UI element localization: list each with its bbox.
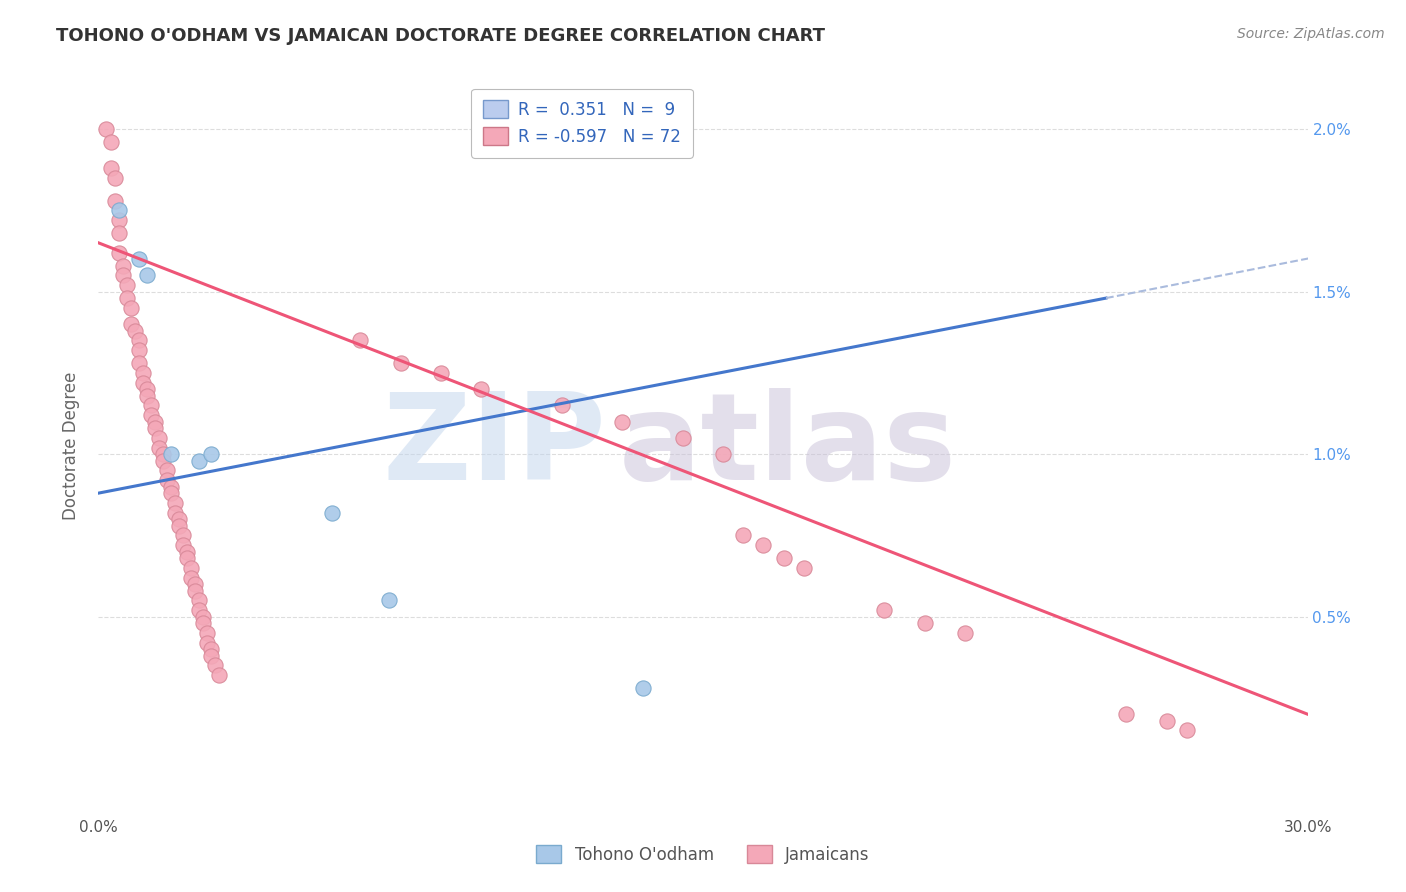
Point [152,453,174,467]
Point [631,681,654,696]
Point [124,324,146,338]
Point [111,268,134,283]
Point [156,463,179,477]
Point [128,252,150,266]
Point [163,496,186,510]
Point [139,398,162,412]
Point [172,538,194,552]
Point [128,356,150,370]
Point [612,415,634,429]
Point [180,571,202,585]
Point [132,366,155,380]
Point [152,447,174,461]
Point [195,626,218,640]
Point [100,161,122,175]
Point [107,226,129,240]
Point [470,382,492,396]
Point [188,453,211,467]
Point [167,512,190,526]
Point [156,473,179,487]
Point [772,551,794,566]
Point [148,441,170,455]
Point [1156,714,1178,728]
Point [551,398,574,412]
Point [120,301,142,315]
Point [103,194,125,208]
Point [96,122,118,136]
Point [193,616,215,631]
Point [135,268,157,283]
Text: Source: ZipAtlas.com: Source: ZipAtlas.com [1237,27,1385,41]
Point [200,642,222,657]
Point [135,389,157,403]
Point [193,609,215,624]
Point [120,317,142,331]
Point [321,506,343,520]
Point [195,635,218,649]
Text: atlas: atlas [619,387,956,505]
Point [1175,723,1198,738]
Point [914,616,936,631]
Point [143,415,166,429]
Y-axis label: Doctorate Degree: Doctorate Degree [62,372,80,520]
Point [672,431,695,445]
Point [160,447,183,461]
Point [167,518,190,533]
Point [143,421,166,435]
Point [111,259,134,273]
Point [204,658,226,673]
Point [953,626,976,640]
Point [107,213,129,227]
Point [176,544,198,558]
Point [793,561,815,575]
Point [200,648,222,663]
Point [132,376,155,390]
Point [184,583,207,598]
Point [752,538,775,552]
Legend: R =  0.351   N =  9, R = -0.597   N = 72: R = 0.351 N = 9, R = -0.597 N = 72 [471,88,693,158]
Point [139,408,162,422]
Point [873,603,896,617]
Point [208,668,231,682]
Point [430,366,453,380]
Point [389,356,412,370]
Point [160,480,183,494]
Point [188,603,211,617]
Point [103,170,125,185]
Point [172,528,194,542]
Point [180,561,202,575]
Point [128,343,150,357]
Point [176,551,198,566]
Point [115,278,138,293]
Point [200,447,222,461]
Point [107,245,129,260]
Point [135,382,157,396]
Point [148,431,170,445]
Point [1115,707,1137,722]
Point [160,486,183,500]
Point [128,334,150,348]
Point [115,291,138,305]
Point [711,447,734,461]
Point [184,577,207,591]
Point [107,203,129,218]
Point [349,334,371,348]
Point [377,593,399,607]
Point [163,506,186,520]
Point [733,528,755,542]
Point [188,593,211,607]
Point [100,135,122,149]
Legend: Tohono O'odham, Jamaicans: Tohono O'odham, Jamaicans [530,838,876,871]
Text: TOHONO O'ODHAM VS JAMAICAN DOCTORATE DEGREE CORRELATION CHART: TOHONO O'ODHAM VS JAMAICAN DOCTORATE DEG… [56,27,825,45]
Text: ZIP: ZIP [382,387,606,505]
